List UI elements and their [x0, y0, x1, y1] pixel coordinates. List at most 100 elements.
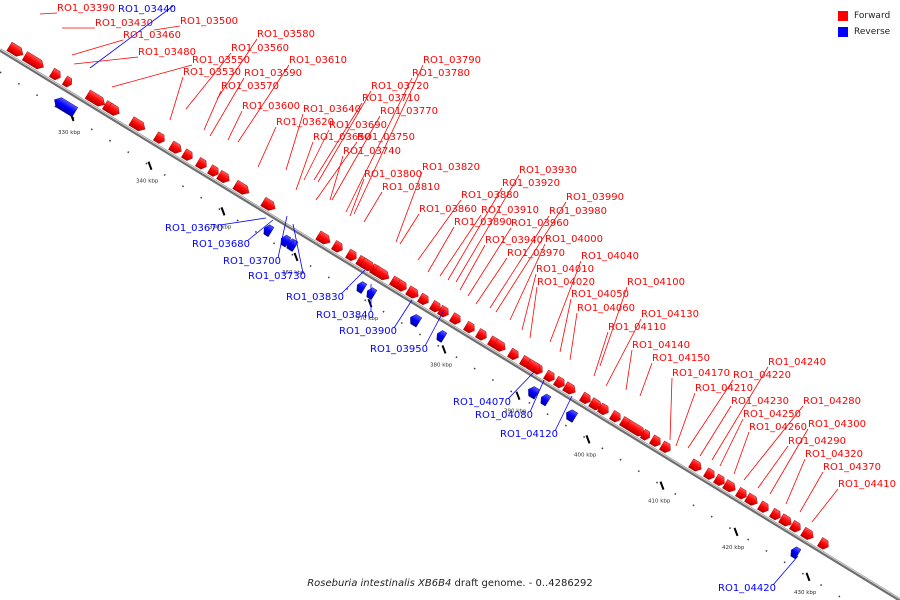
gene-leader-line	[439, 214, 482, 277]
gene-label: RO1_03750	[357, 132, 415, 143]
gene-label: RO1_04000	[545, 234, 603, 245]
gene-label: RO1_03530	[183, 67, 241, 78]
gene-leader-line	[185, 52, 232, 110]
gene-label: RO1_04230	[731, 396, 789, 407]
gene-leader-line	[455, 174, 520, 283]
gene-arrow	[153, 131, 165, 144]
scale-tick	[441, 345, 447, 354]
gene-arrow	[195, 157, 207, 170]
scale-tick	[293, 252, 299, 262]
gene-arrow	[597, 402, 609, 416]
gene-label: RO1_03620	[276, 117, 334, 128]
scale-tick-label: 340 kbp	[136, 179, 159, 185]
gene-leader-line	[495, 201, 567, 313]
gene-label: RO1_04010	[536, 264, 594, 275]
gene-arrow	[6, 41, 24, 57]
map-caption: Roseburia intestinalis XB6B4 draft genom…	[0, 578, 900, 589]
gene-arrow	[688, 458, 702, 472]
gene-arrow	[216, 169, 230, 184]
gene-leader-line	[743, 405, 804, 481]
gene-leader-line	[489, 215, 550, 309]
gene-label: RO1_03730	[248, 271, 306, 282]
gene-label: RO1_03990	[566, 192, 624, 203]
gene-label: RO1_04300	[808, 419, 866, 430]
scale-tick-label: 420 kbp	[722, 545, 745, 551]
gene-label: RO1_03890	[454, 217, 512, 228]
scale-tick	[733, 527, 739, 537]
gene-label: RO1_04100	[627, 277, 685, 288]
gene-leader-line	[569, 312, 578, 361]
gene-arrow	[410, 314, 423, 328]
gene-label: RO1_03600	[242, 101, 300, 112]
gene-leader-line	[317, 90, 372, 183]
scale-tick	[147, 161, 153, 171]
gene-leader-line	[315, 141, 358, 201]
gene-label: RO1_03500	[180, 16, 238, 27]
gene-arrow	[106, 102, 120, 116]
gene-leader-line	[507, 371, 535, 400]
gene-leader-line	[349, 178, 365, 217]
gene-leader-line	[292, 223, 304, 274]
gene-arrow	[366, 287, 378, 300]
gene-label: RO1_04420	[718, 583, 776, 594]
gene-arrow	[722, 479, 736, 493]
gene-arrow	[356, 281, 368, 294]
backbone-layer: 330 kbp 340 kbp 350 kbp 360 kbp 370 kbp 380 k…	[0, 48, 900, 600]
gene-leader-line	[605, 318, 642, 387]
gene-arrow	[778, 513, 792, 527]
gene-label: RO1_04040	[581, 251, 639, 262]
gene-arrow	[566, 409, 579, 423]
gene-leader-line	[772, 555, 799, 586]
gene-arrow	[288, 239, 299, 252]
scale-tick-label: 380 kbp	[430, 362, 453, 368]
gene-label: RO1_03550	[192, 55, 250, 66]
gene-arrow	[553, 375, 565, 389]
gene-leader-line	[467, 227, 512, 297]
gene-label: RO1_03910	[481, 205, 539, 216]
gene-leader-line	[331, 115, 381, 201]
gene-label: RO1_04140	[632, 340, 690, 351]
gene-label: RO1_03860	[419, 204, 477, 215]
gene-leader-line	[395, 171, 423, 243]
gene-arrow	[49, 67, 61, 81]
gene-label: RO1_03650	[313, 132, 371, 143]
gene-leader-line	[625, 349, 633, 391]
gene-arrow	[331, 240, 343, 253]
forward-swatch	[838, 11, 848, 21]
gene-leader-line	[71, 39, 124, 56]
gene-label: RO1_03820	[422, 162, 480, 173]
gene-leader-line	[424, 309, 445, 347]
gene-layer	[6, 41, 829, 560]
gene-label: RO1_03670	[165, 223, 223, 234]
gene-label: RO1_03460	[123, 30, 181, 41]
scale-tick	[585, 435, 591, 444]
gene-arrow	[61, 75, 73, 88]
gene-label: RO1_04260	[749, 422, 807, 433]
gene-leader-line	[340, 269, 366, 295]
gene-label: RO1_04020	[537, 277, 595, 288]
gene-label: RO1_03880	[461, 190, 519, 201]
gene-label: RO1_04280	[803, 396, 861, 407]
gene-leader-line	[277, 215, 288, 259]
gene-leader-line	[39, 12, 58, 15]
reverse-swatch	[838, 27, 848, 37]
gene-arrow	[372, 265, 390, 281]
gene-leader-line	[111, 64, 193, 88]
gene-leader-line	[669, 377, 673, 441]
gene-arrow	[84, 89, 105, 107]
gene-label: RO1_03950	[370, 344, 428, 355]
gene-label: RO1_04410	[838, 479, 896, 490]
gene-label: RO1_03390	[57, 3, 115, 14]
gene-arrow	[207, 164, 219, 177]
gene-leader-line	[769, 428, 809, 495]
gene-label: RO1_04240	[768, 357, 826, 368]
gene-leader-line	[285, 113, 304, 171]
gene-arrow	[395, 279, 407, 292]
scale-tick-label: 410 kbp	[648, 499, 671, 505]
gene-label: RO1_04220	[733, 370, 791, 381]
scale-tick-label: 370 kbp	[356, 316, 379, 322]
gene-leader-line	[599, 286, 628, 367]
backbone-highlight	[0, 48, 900, 600]
gene-label: RO1_03840	[316, 310, 374, 321]
gene-label: RO1_03680	[192, 239, 250, 250]
